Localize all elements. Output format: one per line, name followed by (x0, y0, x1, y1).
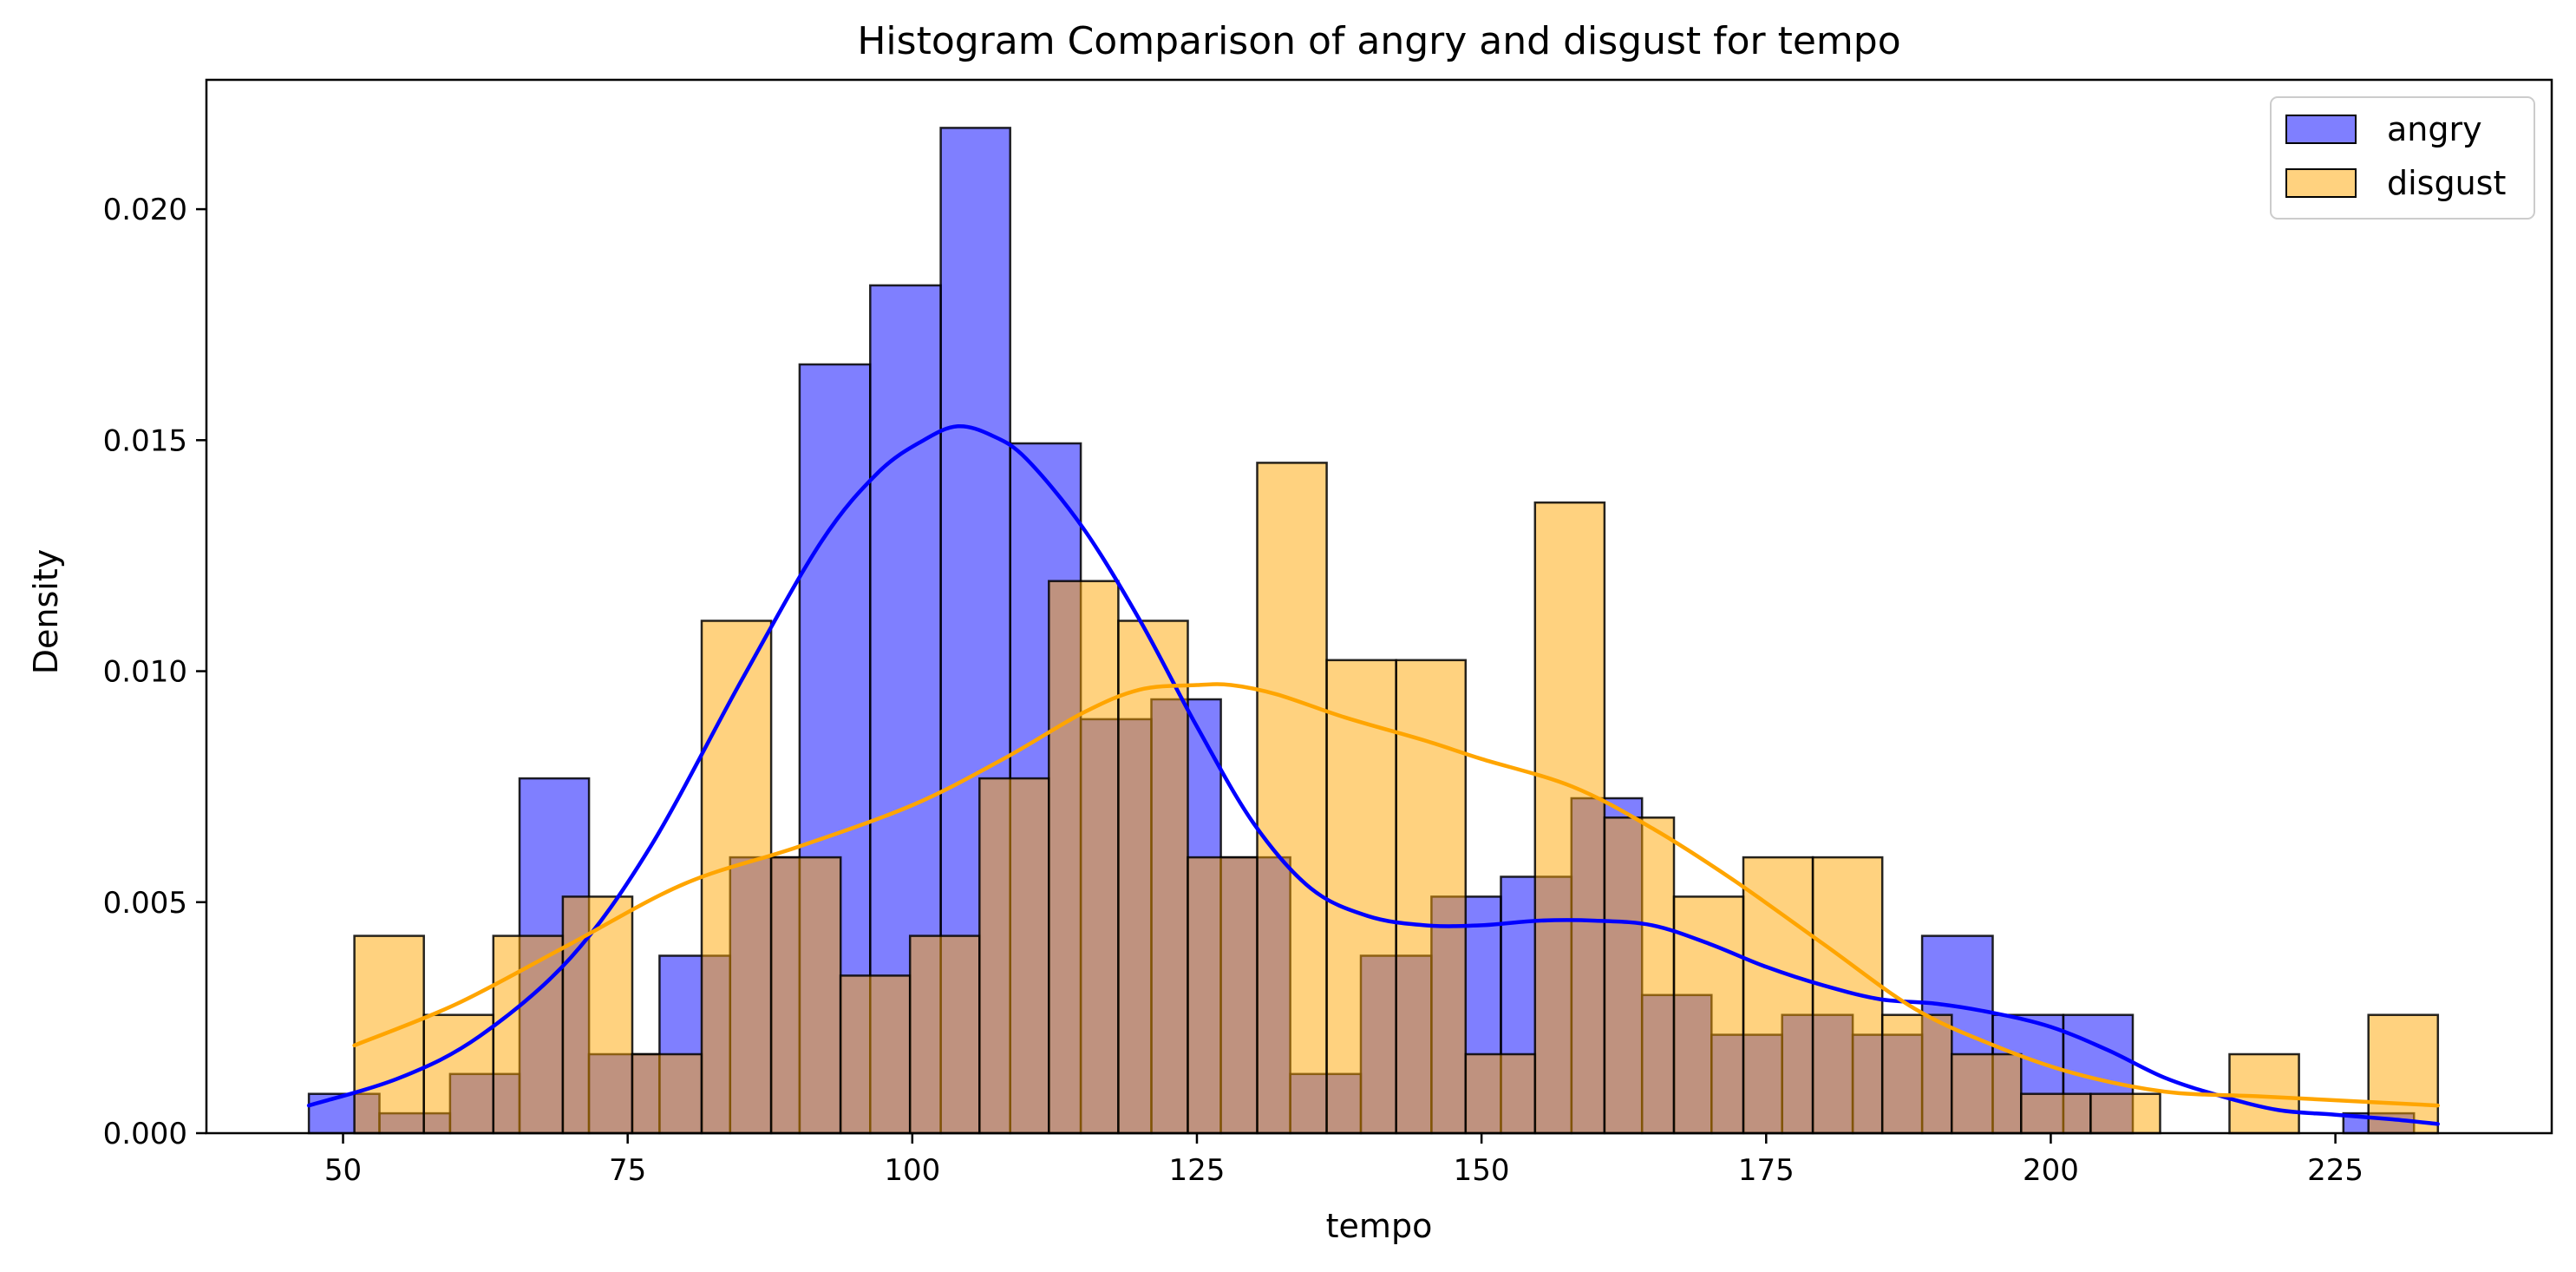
y-tick-label-0: 0.000 (103, 1117, 187, 1151)
y-tick-label-4: 0.020 (103, 193, 187, 227)
kde-line-disgust (352, 682, 2440, 1108)
y-tick-label-2: 0.010 (103, 655, 187, 690)
y-axis-label: Density (27, 549, 65, 674)
legend-label-disgust: disgust (2387, 164, 2506, 202)
histogram-bar-disgust-24 (2020, 1092, 2092, 1135)
histogram-bar-disgust-5 (700, 620, 773, 1135)
histogram-bar-disgust-25 (2089, 1092, 2161, 1135)
x-axis-ticks: 50 75 100 125 150 175 200 225 (324, 1133, 2364, 1188)
legend-swatch-angry (2285, 115, 2357, 144)
histogram-bar-disgust-21 (1811, 856, 1884, 1135)
x-tick-label-50: 50 (324, 1153, 362, 1188)
histogram-bar-disgust-20 (1742, 856, 1814, 1135)
histogram-bar-disgust-12 (1187, 856, 1259, 1135)
legend-label-angry: angry (2387, 110, 2482, 148)
x-tick-label-150: 150 (1454, 1153, 1510, 1188)
histogram-bar-disgust-11 (1117, 620, 1189, 1135)
x-tick-label-175: 175 (1738, 1153, 1795, 1188)
y-tick-label-1: 0.005 (103, 886, 187, 921)
histogram-bar-disgust-18 (1603, 816, 1676, 1135)
x-tick-label-100: 100 (884, 1153, 940, 1188)
legend: angry disgust (2270, 96, 2535, 220)
x-axis-label: tempo (1326, 1207, 1433, 1245)
legend-swatch-disgust (2285, 168, 2357, 198)
y-axis-ticks: 0.000 0.005 0.010 0.015 0.020 (103, 193, 206, 1151)
histogram-bar-disgust-23 (1950, 1052, 2023, 1135)
histogram-bar-disgust-3 (561, 895, 634, 1135)
histogram-bar-disgust-22 (1880, 1013, 1953, 1135)
histogram-bar-disgust-4 (631, 1052, 703, 1135)
chart-title: Histogram Comparison of angry and disgus… (857, 19, 1900, 63)
x-tick-label-200: 200 (2023, 1153, 2079, 1188)
histogram-bar-disgust-19 (1672, 895, 1745, 1135)
histogram-bar-disgust-10 (1048, 580, 1120, 1135)
x-tick-label-75: 75 (609, 1153, 646, 1188)
plot-area-frame (205, 78, 2553, 1135)
histogram-bar-disgust-8 (908, 934, 981, 1135)
x-tick-label-125: 125 (1169, 1153, 1226, 1188)
histogram-bar-disgust-13 (1256, 462, 1328, 1135)
kde-line-angry (306, 424, 2440, 1126)
histogram-bar-disgust-29 (2367, 1013, 2440, 1135)
kde-layer (306, 424, 2440, 1126)
histogram-bar-disgust-9 (978, 777, 1050, 1135)
histogram-bar-disgust-17 (1533, 501, 1606, 1135)
histogram-bar-disgust-0 (353, 934, 425, 1135)
histogram-bar-disgust-7 (839, 974, 912, 1135)
y-tick-label-3: 0.015 (103, 423, 187, 458)
histogram-bar-disgust-15 (1395, 659, 1468, 1135)
histogram-bar-disgust-16 (1464, 1052, 1537, 1135)
histogram-bar-disgust-6 (769, 856, 842, 1135)
x-tick-label-225: 225 (2307, 1153, 2364, 1188)
